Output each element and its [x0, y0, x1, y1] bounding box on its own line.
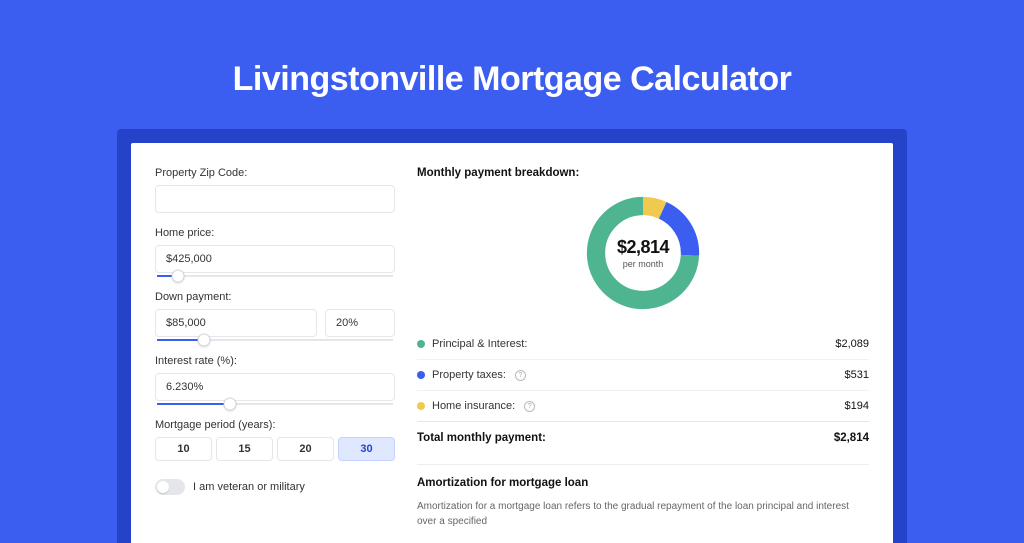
total-label: Total monthly payment:	[417, 432, 546, 444]
total-row: Total monthly payment: $2,814	[417, 421, 869, 454]
hero: Livingstonville Mortgage Calculator	[0, 0, 1024, 129]
amortization-title: Amortization for mortgage loan	[417, 477, 869, 489]
info-icon[interactable]: ?	[515, 370, 526, 381]
veteran-toggle[interactable]	[155, 479, 185, 495]
total-value: $2,814	[834, 432, 869, 444]
legend-name: Principal & Interest:	[432, 338, 527, 350]
slider-thumb[interactable]	[172, 270, 185, 283]
page-title: Livingstonville Mortgage Calculator	[0, 60, 1024, 99]
calculator-sheet: Property Zip Code: Home price: Down paym…	[131, 143, 893, 543]
legend: Principal & Interest: $2,089 Property taxe…	[417, 329, 869, 421]
veteran-label: I am veteran or military	[193, 481, 305, 493]
donut-sub: per month	[623, 259, 664, 269]
zip-label: Property Zip Code:	[155, 167, 395, 179]
period-button-15[interactable]: 15	[216, 437, 273, 461]
legend-row-taxes: Property taxes:? $531	[417, 360, 869, 391]
period-button-30[interactable]: 30	[338, 437, 395, 461]
donut-chart: $2,814 per month	[581, 191, 705, 315]
period-field: Mortgage period (years): 10152030	[155, 419, 395, 461]
legend-value: $531	[845, 369, 869, 381]
period-button-10[interactable]: 10	[155, 437, 212, 461]
calculator-frame: Property Zip Code: Home price: Down paym…	[117, 129, 907, 543]
legend-dot	[417, 340, 425, 348]
rate-field: Interest rate (%):	[155, 355, 395, 405]
home-price-label: Home price:	[155, 227, 395, 239]
down-payment-label: Down payment:	[155, 291, 395, 303]
donut-wrap: $2,814 per month	[417, 187, 869, 329]
legend-row-principal: Principal & Interest: $2,089	[417, 329, 869, 360]
legend-dot	[417, 402, 425, 410]
period-button-20[interactable]: 20	[277, 437, 334, 461]
veteran-row: I am veteran or military	[155, 479, 395, 495]
legend-value: $2,089	[835, 338, 869, 350]
down-payment-field: Down payment:	[155, 291, 395, 341]
legend-value: $194	[845, 400, 869, 412]
slider-fill	[157, 403, 230, 405]
breakdown-title: Monthly payment breakdown:	[417, 167, 869, 179]
home-price-input[interactable]	[155, 245, 395, 273]
legend-name: Home insurance:	[432, 400, 515, 412]
breakdown-column: Monthly payment breakdown: $2,814 per mo…	[417, 167, 869, 543]
down-payment-input[interactable]	[155, 309, 317, 337]
down-payment-pct-input[interactable]	[325, 309, 395, 337]
slider-thumb[interactable]	[224, 398, 237, 411]
period-label: Mortgage period (years):	[155, 419, 395, 431]
slider-thumb[interactable]	[198, 334, 211, 347]
legend-name: Property taxes:	[432, 369, 506, 381]
rate-slider[interactable]	[157, 403, 393, 405]
rate-label: Interest rate (%):	[155, 355, 395, 367]
amortization-section: Amortization for mortgage loan Amortizat…	[417, 464, 869, 529]
inputs-column: Property Zip Code: Home price: Down paym…	[155, 167, 395, 543]
zip-input[interactable]	[155, 185, 395, 213]
home-price-slider[interactable]	[157, 275, 393, 277]
legend-row-insurance: Home insurance:? $194	[417, 391, 869, 421]
donut-amount: $2,814	[617, 237, 669, 258]
down-payment-slider[interactable]	[157, 339, 393, 341]
rate-input[interactable]	[155, 373, 395, 401]
home-price-field: Home price:	[155, 227, 395, 277]
legend-dot	[417, 371, 425, 379]
zip-field: Property Zip Code:	[155, 167, 395, 213]
info-icon[interactable]: ?	[524, 401, 535, 412]
donut-center: $2,814 per month	[581, 191, 705, 315]
period-button-group: 10152030	[155, 437, 395, 461]
amortization-body: Amortization for a mortgage loan refers …	[417, 499, 869, 529]
